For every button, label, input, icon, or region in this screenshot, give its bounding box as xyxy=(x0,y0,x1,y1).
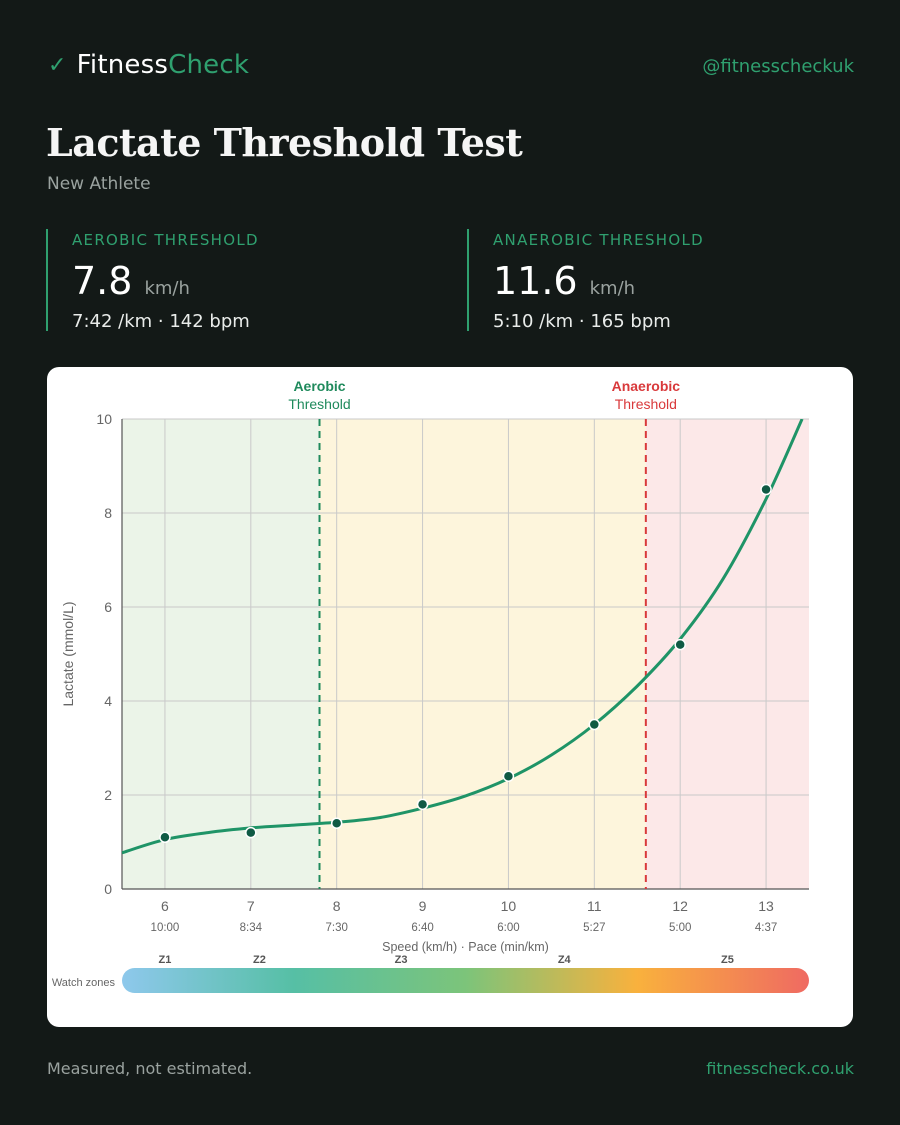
data-point xyxy=(760,483,772,496)
y-tick-label: 2 xyxy=(104,787,112,803)
pace-tick-label: 10:00 xyxy=(151,922,180,934)
watch-zone-label: Z5 xyxy=(721,954,734,966)
aerobic-threshold-label: Threshold xyxy=(288,396,350,412)
social-handle[interactable]: @fitnesscheckuk xyxy=(702,56,854,77)
watch-zone-label: Z2 xyxy=(253,954,266,966)
pace-tick-label: 4:37 xyxy=(755,922,777,934)
x-tick-label: 7 xyxy=(247,898,255,914)
aerobic-threshold-stat: AEROBIC THRESHOLD 7.8 km/h 7:42 /km · 14… xyxy=(46,229,259,332)
pace-tick-label: 6:00 xyxy=(497,922,519,934)
x-tick-label: 6 xyxy=(161,898,169,914)
check-icon: ✓ xyxy=(48,52,67,78)
x-tick-label: 11 xyxy=(587,898,602,914)
aerobic-value-row: 7.8 km/h xyxy=(72,259,259,303)
pace-tick-label: 5:00 xyxy=(669,922,691,934)
data-point xyxy=(674,638,686,651)
brand-name-second: Check xyxy=(168,50,250,80)
pace-tick-label: 8:34 xyxy=(240,922,263,934)
zone-band-2 xyxy=(319,419,646,889)
watch-zone-label: Z3 xyxy=(395,954,408,966)
y-axis-title: Lactate (mmol/L) xyxy=(60,601,76,706)
pace-tick-label: 7:30 xyxy=(325,922,347,934)
watch-zones-bar xyxy=(122,968,809,993)
anaerobic-threshold-title: Anaerobic xyxy=(612,378,681,394)
athlete-name: New Athlete xyxy=(47,174,151,194)
x-axis-title: Speed (km/h) · Pace (min/km) xyxy=(382,940,549,954)
y-tick-label: 6 xyxy=(104,599,112,615)
watch-zones-label: Watch zones xyxy=(52,977,116,989)
anaerobic-unit: km/h xyxy=(589,278,636,299)
data-point xyxy=(588,718,601,731)
chart-card: 0 2 4 6 8 10 6 10:00 7 8:34 8 7:30 9 6:40 10 6:00 11 5:27… xyxy=(47,367,853,1027)
footer-tagline: Measured, not estimated. xyxy=(47,1059,253,1078)
lactate-chart: 0 2 4 6 8 10 6 10:00 7 8:34 8 7:30 9 6:40 10 6:00 11 5:27… xyxy=(52,378,809,993)
anaerobic-threshold-label: Threshold xyxy=(615,396,677,412)
aerobic-label: AEROBIC THRESHOLD xyxy=(72,231,259,249)
anaerobic-value: 11.6 xyxy=(493,259,578,303)
page-title: Lactate Threshold Test xyxy=(46,120,523,165)
watch-zone-label: Z1 xyxy=(159,954,172,966)
zone-band-3 xyxy=(645,419,809,889)
y-tick-label: 0 xyxy=(104,881,112,897)
zone-band-1 xyxy=(122,419,320,889)
aerobic-threshold-title: Aerobic xyxy=(293,378,345,394)
y-tick-label: 8 xyxy=(104,505,112,521)
footer-website-link[interactable]: fitnesscheck.co.uk xyxy=(706,1059,854,1078)
data-point xyxy=(330,817,343,829)
x-tick-label: 9 xyxy=(419,898,427,914)
aerobic-unit: km/h xyxy=(144,278,190,299)
anaerobic-value-row: 11.6 km/h xyxy=(493,259,704,303)
data-point xyxy=(502,770,515,782)
y-tick-label: 10 xyxy=(96,411,112,427)
anaerobic-detail: 5:10 /km · 165 bpm xyxy=(493,311,671,332)
pace-tick-label: 6:40 xyxy=(411,922,433,934)
data-point xyxy=(245,826,257,839)
anaerobic-threshold-stat: ANAEROBIC THRESHOLD 11.6 km/h 5:10 /km ·… xyxy=(467,229,704,332)
lactate-curve-line xyxy=(122,419,804,855)
brand-name-first: Fitness xyxy=(76,50,169,80)
x-tick-label: 10 xyxy=(501,898,517,914)
x-tick-label: 8 xyxy=(333,898,341,914)
brand-logo: ✓ FitnessCheck xyxy=(48,50,249,80)
y-tick-label: 4 xyxy=(104,693,112,709)
pace-tick-label: 5:27 xyxy=(583,922,605,934)
brand-name: FitnessCheck xyxy=(77,50,249,80)
anaerobic-label: ANAEROBIC THRESHOLD xyxy=(493,231,704,249)
aerobic-value: 7.8 xyxy=(72,259,133,303)
data-point xyxy=(159,831,171,844)
watch-zone-label: Z4 xyxy=(558,954,572,966)
x-tick-label: 12 xyxy=(672,898,688,914)
x-tick-label: 13 xyxy=(758,898,774,914)
data-point xyxy=(416,798,429,811)
aerobic-detail: 7:42 /km · 142 bpm xyxy=(72,311,250,332)
